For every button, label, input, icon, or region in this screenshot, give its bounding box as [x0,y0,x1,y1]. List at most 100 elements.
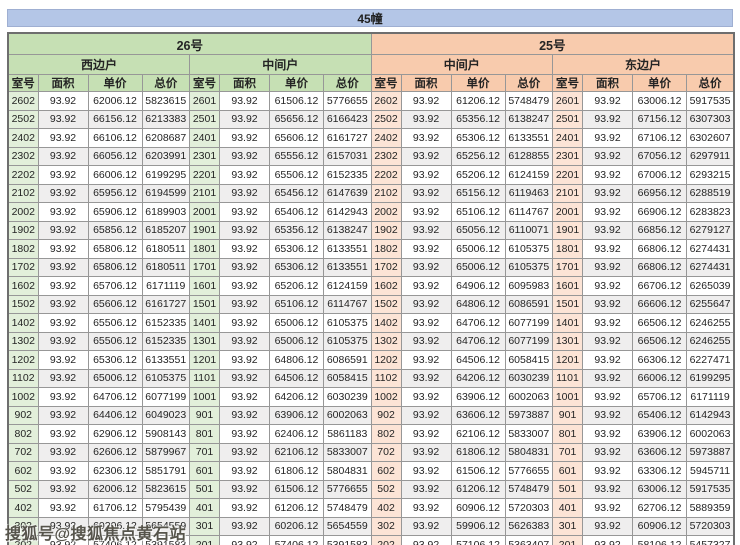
cell-area: 93.92 [219,479,270,499]
cell-area: 93.92 [582,239,634,259]
cell-room-number: 802 [370,424,402,444]
cell-room-number: 201 [552,535,584,545]
cell-room-number: 2101 [189,183,220,203]
cell-room-number: 1901 [552,220,584,240]
cell-unit-price: 65606.12 [87,294,143,314]
cell-unit-price: 62906.12 [87,424,143,444]
cell-area: 93.92 [400,387,452,407]
table-row: 302 93.92 60206.12 5654559 301 93.92 60206.12 5… [7,516,735,536]
cell-total-price: 5879967 [141,442,190,462]
cell-room-number: 2402 [7,128,39,148]
cell-unit-price: 60906.12 [632,516,688,536]
cell-area: 93.92 [582,350,634,370]
cell-area: 93.92 [219,128,270,148]
cell-total-price: 6114767 [323,294,372,314]
cell-unit-price: 65306.12 [269,239,324,259]
cell-area: 93.92 [37,183,89,203]
cell-unit-price: 65306.12 [269,257,324,277]
cell-area: 93.92 [400,220,452,240]
cell-unit-price: 65006.12 [450,257,506,277]
cell-total-price: 6077199 [504,313,554,333]
table-row: 1302 93.92 65506.12 6152335 1301 93.92 65006.1… [7,331,735,351]
cell-area: 93.92 [400,350,452,370]
cell-total-price: 6274431 [686,257,735,277]
cell-unit-price: 67056.12 [632,146,688,166]
cell-area: 93.92 [400,239,452,259]
cell-total-price: 6138247 [323,220,372,240]
cell-area: 93.92 [219,183,270,203]
cell-total-price: 6157031 [323,146,372,166]
cell-area: 93.92 [37,294,89,314]
cell-area: 93.92 [37,516,89,536]
col-header-area: 面积 [582,74,634,92]
table-row: 1902 93.92 65856.12 6185207 1901 93.92 65356.1… [7,220,735,240]
cell-area: 93.92 [582,331,634,351]
cell-room-number: 1301 [552,331,584,351]
cell-total-price: 5776655 [504,461,554,481]
cell-unit-price: 60206.12 [269,516,324,536]
cell-unit-price: 63006.12 [632,91,688,111]
cell-room-number: 2002 [370,202,402,222]
cell-total-price: 6307303 [686,109,735,129]
cell-room-number: 301 [189,516,220,536]
cell-unit-price: 65806.12 [87,239,143,259]
cell-area: 93.92 [400,294,452,314]
cell-total-price: 6002063 [504,387,554,407]
cell-room-number: 1801 [552,239,584,259]
cell-unit-price: 64706.12 [450,313,506,333]
cell-unit-price: 65356.12 [269,220,324,240]
cell-total-price: 5776655 [323,91,372,111]
cell-area: 93.92 [219,331,270,351]
cell-area: 93.92 [219,165,270,185]
cell-area: 93.92 [219,442,270,462]
table-row: 402 93.92 61706.12 5795439 401 93.92 61206.12 5… [7,498,735,518]
cell-unit-price: 64806.12 [450,294,506,314]
cell-room-number: 1102 [7,368,39,388]
unit-header-east-25: 东边户 [552,54,735,75]
cell-area: 93.92 [582,387,634,407]
cell-total-price: 6095983 [504,276,554,296]
cell-room-number: 1902 [7,220,39,240]
cell-area: 93.92 [219,424,270,444]
cell-area: 93.92 [37,257,89,277]
table-row: 1502 93.92 65606.12 6161727 1501 93.92 65106.1… [7,294,735,314]
cell-room-number: 1402 [370,313,402,333]
cell-unit-price: 65706.12 [632,387,688,407]
cell-area: 93.92 [400,257,452,277]
unit-header-west-26: 西边户 [7,54,190,75]
cell-total-price: 5626383 [504,516,554,536]
cell-total-price: 6194599 [141,183,190,203]
cell-area: 93.92 [37,498,89,518]
cell-unit-price: 66056.12 [87,146,143,166]
cell-total-price: 6133551 [323,257,372,277]
cell-total-price: 6166423 [323,109,372,129]
cell-total-price: 5391583 [323,535,372,545]
cell-area: 93.92 [219,202,270,222]
table-row: 1002 93.92 64706.12 6077199 1001 93.92 64206.1… [7,387,735,407]
cell-unit-price: 66806.12 [632,257,688,277]
cell-room-number: 2202 [7,165,39,185]
cell-room-number: 2302 [7,146,39,166]
cell-unit-price: 65506.12 [87,331,143,351]
cell-area: 93.92 [37,331,89,351]
cell-area: 93.92 [37,202,89,222]
cell-unit-price: 63906.12 [269,405,324,425]
cell-total-price: 6086591 [323,350,372,370]
cell-unit-price: 65206.12 [450,165,506,185]
cell-unit-price: 65406.12 [269,202,324,222]
table-row: 1402 93.92 65506.12 6152335 1401 93.92 65006.1… [7,313,735,333]
cell-room-number: 501 [552,479,584,499]
cell-unit-price: 67006.12 [632,165,688,185]
cell-unit-price: 65206.12 [269,276,324,296]
price-table: 26号 25号 西边户 中间户 中间户 东边户 室号 面积 单价 总价 室号 面… [7,32,736,545]
cell-room-number: 1802 [370,239,402,259]
cell-room-number: 1302 [370,331,402,351]
cell-area: 93.92 [582,276,634,296]
cell-area: 93.92 [37,239,89,259]
cell-room-number: 402 [370,498,402,518]
cell-unit-price: 65106.12 [450,202,506,222]
cell-area: 93.92 [400,516,452,536]
table-row: 802 93.92 62906.12 5908143 801 93.92 62406.12 5… [7,424,735,444]
cell-total-price: 6086591 [504,294,554,314]
cell-unit-price: 62006.12 [87,91,143,111]
